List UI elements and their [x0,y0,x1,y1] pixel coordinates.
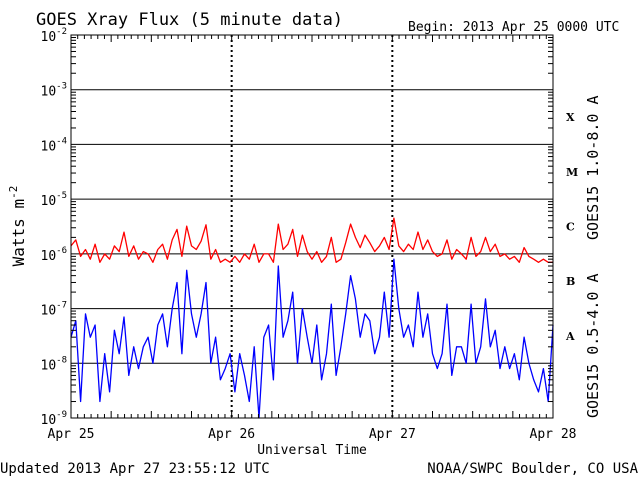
y-tick-label: 10-8 [41,355,68,373]
y-tick-exponent: -6 [56,246,67,256]
y-axis-ticks: 10-210-310-410-510-610-710-810-9 [41,27,553,428]
y-tick-exponent: -8 [56,355,67,365]
y-tick-base: 10 [41,413,57,428]
y-axis-label: Watts m-2 [7,186,28,267]
y-tick-label: 10-2 [41,27,68,45]
x-tick-label: Apr 27 [369,427,416,442]
flare-class-label: A [565,330,575,343]
flare-class-labels: X M C B A [565,111,578,343]
y-tick-base: 10 [41,30,57,45]
y-tick-exponent: -2 [56,27,67,37]
flare-class-label: X [566,111,575,124]
y-tick-label: 10-3 [41,82,68,100]
y-tick-base: 10 [41,304,57,319]
y-tick-exponent: -7 [56,301,67,311]
begin-label: Begin: 2013 Apr 25 0000 UTC [408,20,619,35]
y-tick-label: 10-4 [41,136,68,154]
y-tick-label: 10-6 [41,246,68,264]
y-tick-base: 10 [41,85,57,100]
x-tick-label: Apr 25 [48,427,95,442]
flare-class-label: C [566,221,575,234]
y-tick-base: 10 [41,249,57,264]
y-tick-label: 10-5 [41,191,68,209]
series-lines [70,217,554,419]
y-tick-exponent: -9 [56,410,67,420]
flare-class-label: B [566,275,575,288]
x-tick-label: Apr 26 [208,427,255,442]
series-line-long-channel [70,217,553,263]
y-tick-exponent: -4 [56,136,67,146]
chart-title: GOES Xray Flux (5 minute data) [36,10,343,30]
y-tick-base: 10 [41,358,57,373]
y-axis-label-exponent: -2 [7,186,20,199]
x-axis-label: Universal Time [257,443,367,458]
legend-short-channel: GOES15 0.5-4.0 A [584,274,602,419]
x-tick-label: Apr 28 [530,427,577,442]
x-axis-ticks: Apr 25 Apr 26 Apr 27 Apr 28 [48,35,577,442]
y-tick-label: 10-9 [41,410,68,428]
series-line-short-channel [70,258,554,419]
y-tick-base: 10 [41,194,57,209]
y-tick-base: 10 [41,139,57,154]
legend-long-channel: GOES15 1.0-8.0 A [584,96,602,241]
updated-timestamp: Updated 2013 Apr 27 23:55:12 UTC [0,461,270,477]
y-tick-label: 10-7 [41,301,68,319]
y-tick-exponent: -5 [56,191,67,201]
flare-class-label: M [566,166,578,179]
credit-label: NOAA/SWPC Boulder, CO USA [427,461,638,477]
y-tick-exponent: -3 [56,82,67,92]
y-axis-label-base: Watts m [9,199,28,266]
